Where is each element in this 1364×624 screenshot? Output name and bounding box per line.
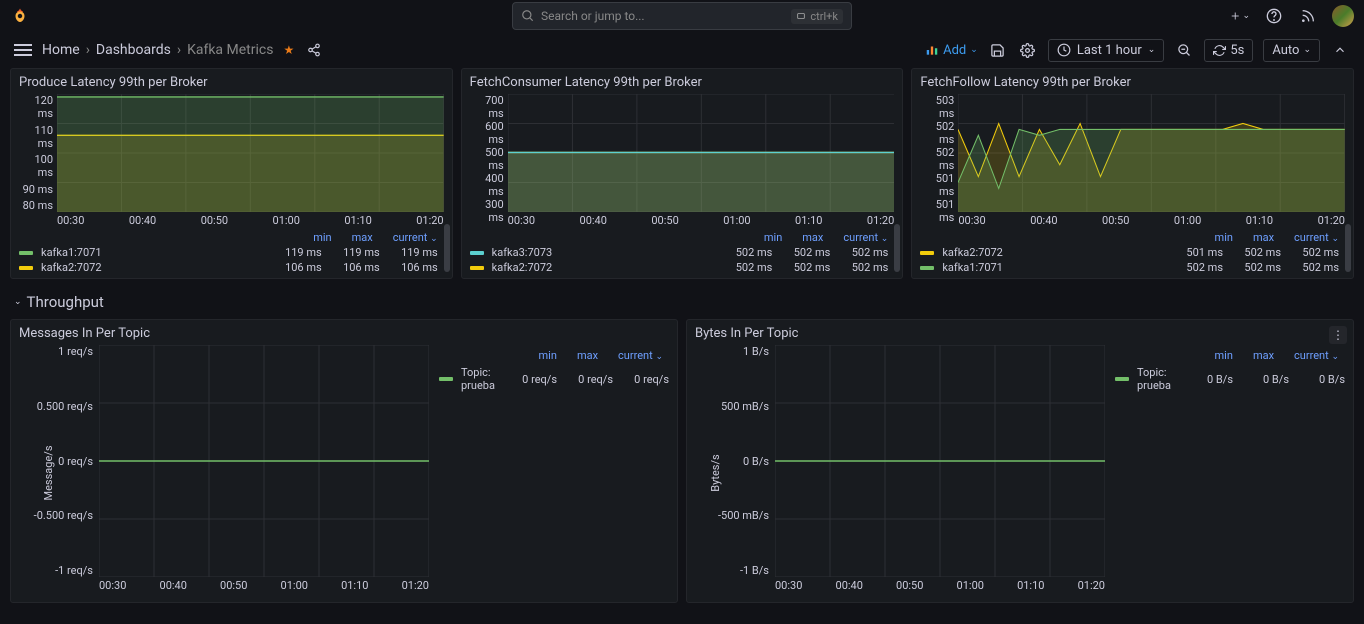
legend-min[interactable]: min [764,231,782,244]
y-axis: 1 req/s0.500 req/s0 req/s-0.500 req/s-1 … [19,345,99,577]
legend-row[interactable]: kafka1:7071119 ms119 ms119 ms [19,246,444,259]
y-axis: 120 ms110 ms100 ms90 ms80 ms [19,94,57,212]
time-picker[interactable]: Last 1 hour ⌄ [1048,39,1164,62]
x-axis: 00:3000:4000:5001:0001:1001:20 [958,214,1345,227]
panel-menu-icon[interactable]: ⋮ [1329,326,1347,344]
y-label: Bytes/s [709,454,722,491]
add-button[interactable]: Add⌄ [925,43,978,58]
panel-title[interactable]: Produce Latency 99th per Broker [19,75,444,90]
y-axis: 1 B/s500 mB/s0 B/s-500 mB/s-1 B/s [695,345,775,577]
legend-current[interactable]: current ⌄ [843,231,888,244]
legend-min[interactable]: min [539,349,557,362]
plot[interactable] [958,94,1345,212]
search-box[interactable]: Search or jump to... ctrl+k [512,2,852,30]
search-icon [521,9,535,23]
breadcrumb-dashboards[interactable]: Dashboards [96,42,171,58]
panel-title[interactable]: Bytes In Per Topic [695,326,1345,341]
legend-min[interactable]: min [313,231,331,244]
plot[interactable] [99,345,429,577]
plot[interactable] [508,94,895,212]
legend-row[interactable]: kafka2:7072502 ms502 ms502 ms [470,261,895,274]
breadcrumb-home[interactable]: Home [42,42,80,58]
share-icon[interactable] [304,40,324,60]
save-icon[interactable] [988,40,1008,60]
grafana-logo[interactable] [10,6,30,26]
plot[interactable] [775,345,1105,577]
legend-min[interactable]: min [1215,231,1233,244]
x-axis: 00:3000:4000:5001:0001:1001:20 [57,214,444,227]
search-shortcut: ctrl+k [791,9,843,24]
scrollbar[interactable] [1345,224,1351,272]
scrollbar[interactable] [444,224,450,272]
legend-current[interactable]: current ⌄ [1294,349,1339,362]
main: Produce Latency 99th per Broker 120 ms11… [0,68,1364,603]
panel-p3: FetchFollow Latency 99th per Broker 503 … [911,68,1354,279]
legend-row[interactable]: kafka2:7072106 ms106 ms106 ms [19,261,444,274]
chevron-up-icon[interactable] [1330,40,1350,60]
topbar-right: ⌄ [1230,5,1354,27]
legend-current[interactable]: current ⌄ [618,349,663,362]
panel-title[interactable]: FetchFollow Latency 99th per Broker [920,75,1345,90]
news-icon[interactable] [1298,6,1318,26]
y-axis: 700 ms600 ms500 ms400 ms300 ms [470,94,508,212]
legend-row[interactable]: Topic: prueba0 req/s0 req/s0 req/s [439,366,669,392]
legend-current[interactable]: current ⌄ [1294,231,1339,244]
star-icon[interactable]: ★ [283,43,294,57]
legend-row[interactable]: kafka3:7073502 ms502 ms502 ms [470,246,895,259]
y-label: Message/s [42,446,55,501]
legend-max[interactable]: max [1253,349,1274,362]
panel-title[interactable]: FetchConsumer Latency 99th per Broker [470,75,895,90]
legend-max[interactable]: max [1253,231,1274,244]
breadcrumb-current: Kafka Metrics [187,42,273,58]
menu-icon[interactable] [14,44,32,56]
x-axis: 00:3000:4000:5001:0001:1001:20 [775,579,1105,592]
chevron-down-icon: ⌄ [14,297,22,307]
panel-p1: Produce Latency 99th per Broker 120 ms11… [10,68,453,279]
legend-row[interactable]: kafka2:7072501 ms502 ms502 ms [920,246,1345,259]
settings-icon[interactable] [1018,40,1038,60]
toolbar: Home › Dashboards › Kafka Metrics ★ Add⌄… [0,32,1364,68]
legend-max[interactable]: max [352,231,373,244]
breadcrumb: Home › Dashboards › Kafka Metrics [42,42,273,58]
panel-p2: FetchConsumer Latency 99th per Broker 70… [461,68,904,279]
plot[interactable] [57,94,444,212]
legend: min max current ⌄ Topic: prueba0 req/s0 req… [429,345,669,601]
plus-icon[interactable]: ⌄ [1230,6,1250,26]
search-placeholder: Search or jump to... [541,9,645,23]
legend: min max current ⌄ Topic: prueba0 B/s0 B/s0 … [1105,345,1345,601]
x-axis: 00:3000:4000:5001:0001:1001:20 [508,214,895,227]
topbar: Search or jump to... ctrl+k ⌄ [0,0,1364,32]
clock-icon [1057,43,1071,57]
legend-row[interactable]: Topic: prueba0 B/s0 B/s0 B/s [1115,366,1345,392]
row-header-throughput[interactable]: ⌄ Throughput [14,293,1354,311]
panel-title[interactable]: Messages In Per Topic [19,326,669,341]
refresh-icon [1213,44,1226,57]
y-axis: 503 ms502 ms502 ms501 ms501 ms [920,94,958,212]
legend-max[interactable]: max [802,231,823,244]
refresh-button[interactable]: 5s [1204,39,1253,62]
panel-b2: ⋮ Bytes In Per Topic Bytes/s 1 B/s500 mB… [686,319,1354,603]
help-icon[interactable] [1264,6,1284,26]
auto-button[interactable]: Auto⌄ [1263,39,1320,62]
panel-b1: Messages In Per Topic Message/s 1 req/s0… [10,319,678,603]
zoom-out-icon[interactable] [1174,40,1194,60]
scrollbar[interactable] [894,224,900,272]
legend-current[interactable]: current ⌄ [393,231,438,244]
legend-max[interactable]: max [577,349,598,362]
avatar[interactable] [1332,5,1354,27]
x-axis: 00:3000:4000:5001:0001:1001:20 [99,579,429,592]
toolbar-right: Add⌄ Last 1 hour ⌄ 5s Auto⌄ [925,39,1350,62]
legend-min[interactable]: min [1215,349,1233,362]
legend-row[interactable]: kafka1:7071502 ms502 ms502 ms [920,261,1345,274]
